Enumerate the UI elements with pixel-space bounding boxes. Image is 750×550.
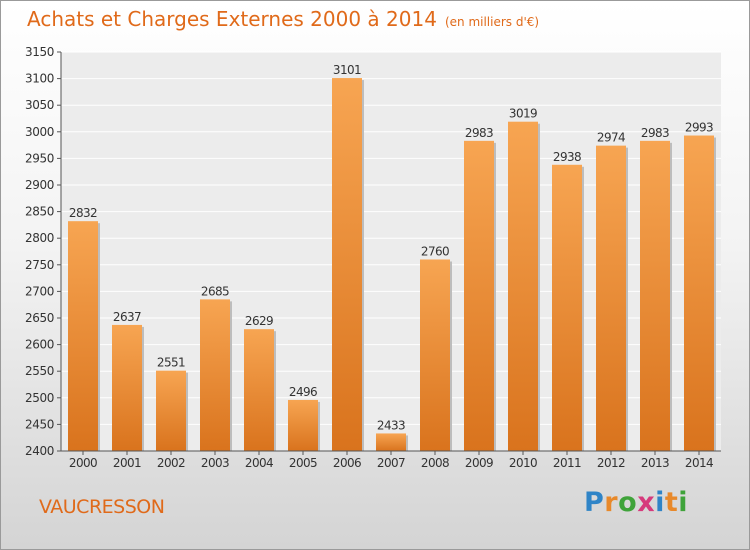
y-tick-label-3000: 3000 — [25, 125, 54, 139]
bar-2009 — [464, 140, 494, 451]
bar-2011 — [552, 164, 582, 451]
y-tick-label-2500: 2500 — [25, 391, 54, 405]
value-label-2003: 2685 — [201, 284, 229, 298]
y-tick-label-3050: 3050 — [25, 98, 54, 112]
y-tick-label-2400: 2400 — [25, 444, 54, 458]
bar-2013 — [640, 140, 670, 451]
chart-title: Achats et Charges Externes 2000 à 2014 (e… — [27, 7, 539, 31]
y-tick-label-2600: 2600 — [25, 338, 54, 352]
proxiti-logo: Proxiti — [584, 487, 688, 518]
value-label-2004: 2629 — [245, 314, 273, 328]
bars — [68, 78, 716, 452]
bar-2001 — [112, 324, 142, 451]
x-tick-label-2002: 2002 — [157, 456, 185, 470]
bar-2012 — [596, 145, 626, 451]
value-label-2002: 2551 — [157, 356, 185, 370]
logo-letter: t — [664, 487, 679, 518]
x-tick-label-2008: 2008 — [421, 456, 449, 470]
bar-2014 — [684, 135, 714, 452]
value-label-2009: 2983 — [465, 126, 493, 140]
logo-letter: r — [604, 487, 619, 518]
commune-name: VAUCRESSON — [39, 496, 165, 518]
x-tick-label-2012: 2012 — [597, 456, 625, 470]
bar-2005 — [288, 399, 318, 451]
value-label-2008: 2760 — [421, 244, 449, 258]
bar-2004 — [244, 329, 274, 451]
x-tick-label-2004: 2004 — [245, 456, 273, 470]
value-label-2006: 3101 — [333, 63, 361, 77]
value-label-2014: 2993 — [685, 121, 713, 135]
value-label-2001: 2637 — [113, 310, 141, 324]
axes — [57, 51, 721, 455]
value-label-2000: 2832 — [69, 206, 97, 220]
logo-letter: i — [655, 487, 665, 518]
y-tick-label-2850: 2850 — [25, 205, 54, 219]
logo-letter: o — [618, 487, 638, 518]
x-tick-label-2010: 2010 — [509, 456, 537, 470]
y-tick-label-2550: 2550 — [25, 364, 54, 378]
bar-2008 — [420, 259, 450, 451]
y-tick-label-2800: 2800 — [25, 231, 54, 245]
x-tick-label-2007: 2007 — [377, 456, 405, 470]
y-tick-label-2900: 2900 — [25, 178, 54, 192]
x-tick-label-2001: 2001 — [113, 456, 141, 470]
bar-2000 — [68, 221, 98, 451]
x-tick-label-2014: 2014 — [685, 456, 713, 470]
bar-2002 — [156, 370, 186, 451]
labels: 2400 2450 2500 2550 2600 2650 2700 2750 2800 2850… — [25, 45, 714, 470]
bar-2003 — [200, 299, 230, 451]
bar-2007 — [376, 433, 406, 451]
value-label-2005: 2496 — [289, 385, 317, 399]
value-label-2012: 2974 — [597, 131, 625, 145]
x-tick-label-2013: 2013 — [641, 456, 669, 470]
value-label-2013: 2983 — [641, 126, 669, 140]
x-tick-label-2009: 2009 — [465, 456, 493, 470]
y-tick-label-2700: 2700 — [25, 284, 54, 298]
y-tick-label-3100: 3100 — [25, 72, 54, 86]
y-tick-label-2650: 2650 — [25, 311, 54, 325]
x-tick-label-2006: 2006 — [333, 456, 361, 470]
x-tick-label-2000: 2000 — [69, 456, 97, 470]
bar-2006 — [332, 78, 362, 452]
x-tick-label-2005: 2005 — [289, 456, 317, 470]
chart-subtitle: (en milliers d'€) — [444, 15, 540, 29]
y-tick-label-2450: 2450 — [25, 417, 54, 431]
y-tick-label-3150: 3150 — [25, 45, 54, 59]
x-tick-label-2011: 2011 — [553, 456, 581, 470]
y-tick-label-2750: 2750 — [25, 258, 54, 272]
value-label-2011: 2938 — [553, 150, 581, 164]
chart-title-text: Achats et Charges Externes 2000 à 2014 — [27, 7, 437, 31]
bar-2010 — [508, 121, 538, 451]
y-tick-label-2950: 2950 — [25, 151, 54, 165]
value-label-2010: 3019 — [509, 107, 537, 121]
logo-letter: x — [637, 487, 656, 518]
logo-letter: P — [584, 487, 605, 518]
logo-letter: i — [678, 487, 689, 518]
value-label-2007: 2433 — [377, 418, 405, 432]
x-tick-label-2003: 2003 — [201, 456, 229, 470]
